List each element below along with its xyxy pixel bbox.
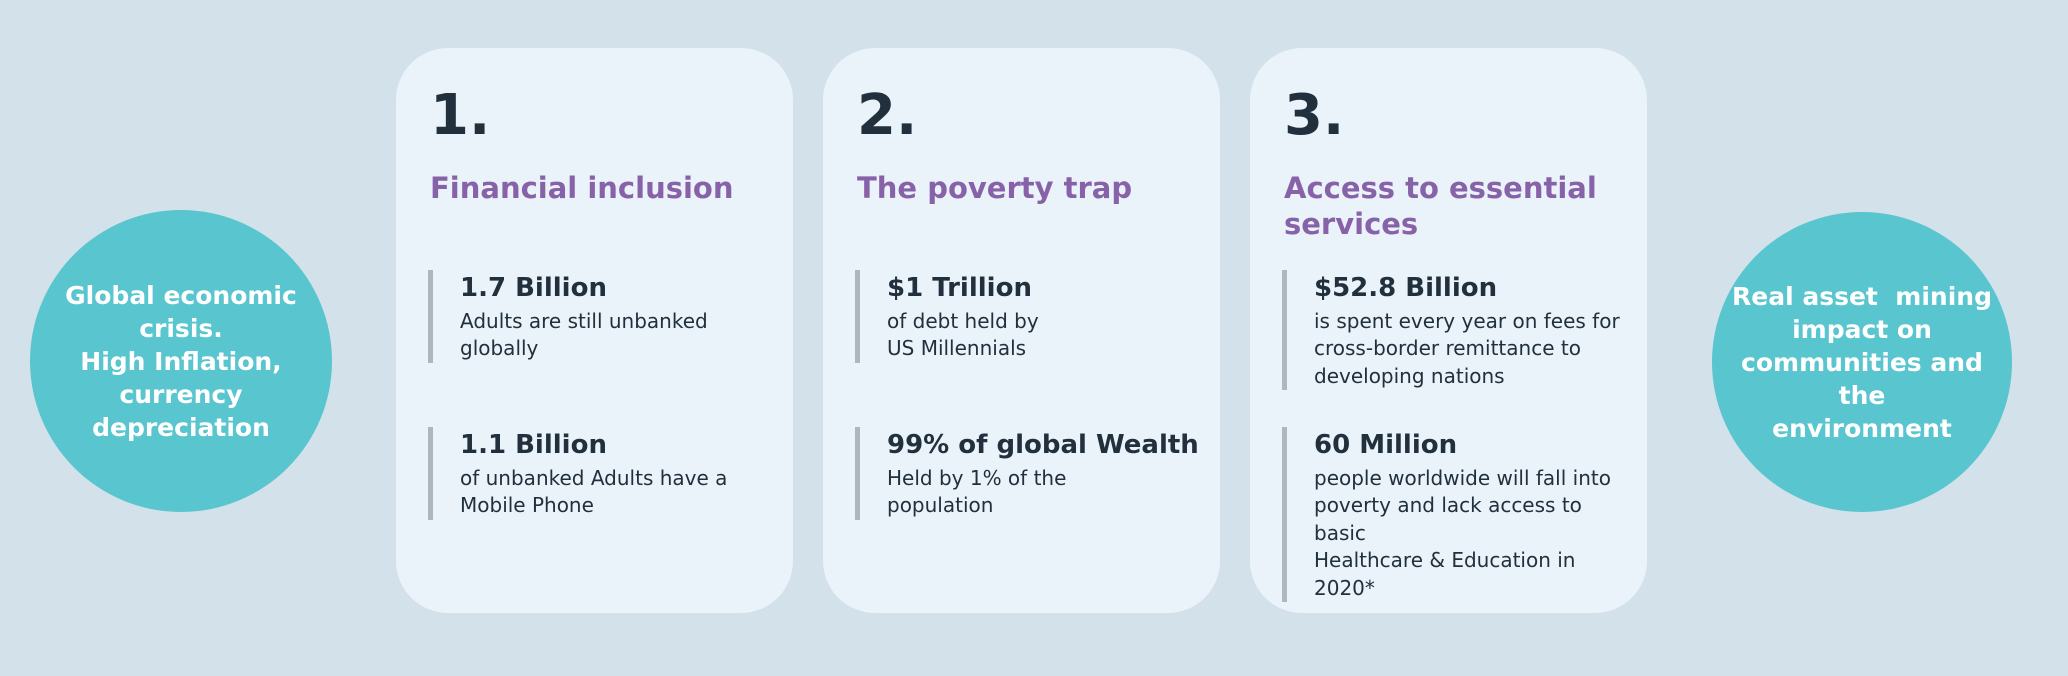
stat-poverty-2020: 60 Million people worldwide will fall in… bbox=[1282, 427, 1633, 603]
right-circle: Real asset mining impact on communities … bbox=[1712, 212, 2012, 512]
stat-millennial-debt: $1 Trillion of debt held by US Millennia… bbox=[855, 270, 1206, 363]
stat-value: 1.7 Billion bbox=[460, 273, 607, 303]
stat-description: is spent every year on fees for cross-bo… bbox=[1314, 308, 1620, 388]
card-number: 1. bbox=[430, 83, 491, 148]
stat-description: Held by 1% of the population bbox=[887, 465, 1067, 518]
stat-value: 99% of global Wealth bbox=[887, 430, 1199, 460]
left-circle-text: Global economic crisis. High Inflation, … bbox=[65, 280, 297, 442]
stat-description: of debt held by US Millennials bbox=[887, 308, 1039, 361]
stat-value: 60 Million bbox=[1314, 430, 1458, 460]
card-title: Financial inclusion bbox=[430, 171, 734, 205]
card-number: 3. bbox=[1284, 83, 1345, 148]
stat-wealth-concentration: 99% of global Wealth Held by 1% of the p… bbox=[855, 427, 1206, 520]
stat-description: of unbanked Adults have a Mobile Phone bbox=[460, 465, 728, 518]
card-title: The poverty trap bbox=[857, 171, 1133, 205]
stat-value: $1 Trillion bbox=[887, 273, 1032, 303]
card-financial-inclusion: 1. Financial inclusion 1.7 Billion Adult… bbox=[396, 48, 793, 613]
stat-value: 1.1 Billion bbox=[460, 430, 607, 460]
left-circle: Global economic crisis. High Inflation, … bbox=[30, 210, 332, 512]
stat-unbanked-adults: 1.7 Billion Adults are still unbanked gl… bbox=[428, 270, 779, 363]
right-circle-text: Real asset mining impact on communities … bbox=[1732, 281, 1992, 443]
stat-remittance-fees: $52.8 Billion is spent every year on fee… bbox=[1282, 270, 1633, 391]
stat-description: people worldwide will fall into poverty … bbox=[1314, 465, 1611, 600]
stat-value: $52.8 Billion bbox=[1314, 273, 1498, 303]
stat-unbanked-mobile: 1.1 Billion of unbanked Adults have a Mo… bbox=[428, 427, 779, 520]
card-title: Access to essential services bbox=[1284, 171, 1597, 242]
card-essential-services: 3. Access to essential services $52.8 Bi… bbox=[1250, 48, 1647, 613]
card-number: 2. bbox=[857, 83, 918, 148]
stat-description: Adults are still unbanked globally bbox=[460, 308, 708, 361]
card-poverty-trap: 2. The poverty trap $1 Trillion of debt … bbox=[823, 48, 1220, 613]
